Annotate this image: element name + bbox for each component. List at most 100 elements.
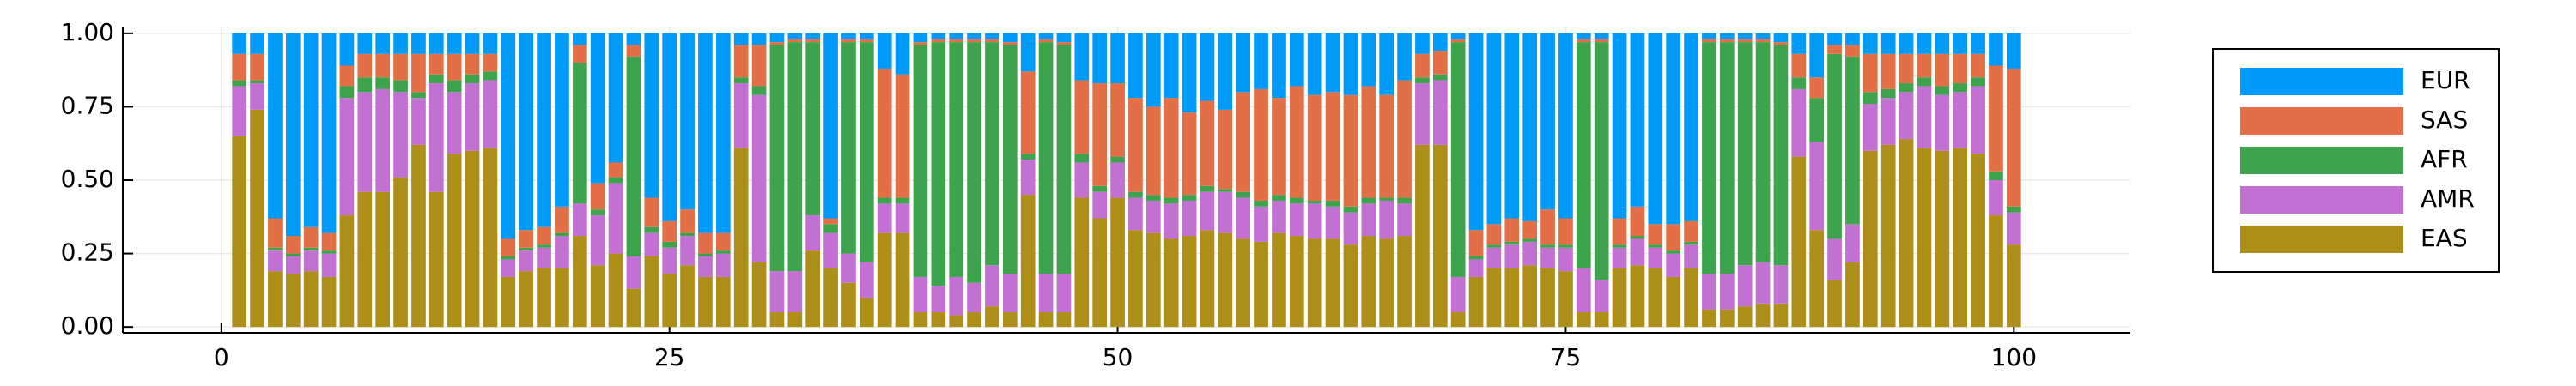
bar-segment	[733, 45, 749, 78]
bar-segment	[1128, 230, 1143, 328]
bar-segment	[1289, 86, 1304, 198]
bar-segment	[931, 39, 946, 43]
bar-segment	[250, 33, 264, 54]
bar-segment	[250, 80, 264, 84]
bar-segment	[1880, 33, 1896, 54]
bar-segment	[859, 42, 874, 262]
bar-segment	[1056, 42, 1072, 45]
bar-segment	[1038, 33, 1054, 39]
bar-segment	[1163, 238, 1179, 328]
bar-segment	[1038, 42, 1054, 274]
bar-segment	[1343, 212, 1358, 245]
bar-segment	[805, 215, 821, 251]
bar-segment	[769, 45, 785, 272]
bar-segment	[1468, 276, 1484, 328]
bar-segment	[1056, 274, 1072, 313]
bar-segment	[698, 253, 713, 256]
bar-segment	[895, 232, 910, 328]
bar-segment	[1486, 247, 1502, 268]
legend-label: EUR	[2421, 66, 2470, 94]
bar-segment	[1325, 33, 1340, 93]
bar-segment	[1558, 33, 1573, 219]
bar-segment	[465, 53, 480, 75]
bar-segment	[1576, 42, 1591, 268]
bar-segment	[268, 218, 283, 248]
bar-segment	[232, 53, 247, 81]
bar-segment	[895, 33, 910, 75]
bar-segment	[1163, 33, 1179, 99]
bar-segment	[1325, 200, 1340, 207]
bar-segment	[1684, 220, 1698, 242]
bar-segment	[1630, 33, 1645, 207]
bar-segment	[1666, 276, 1681, 328]
bar-segment	[1504, 244, 1520, 268]
bar-segment	[1432, 74, 1448, 81]
bar-segment	[733, 148, 749, 328]
bar-segment	[1182, 200, 1197, 237]
bar-segment	[1074, 33, 1090, 81]
bar-segment	[751, 262, 767, 328]
bar-segment	[1630, 238, 1645, 266]
bar-segment	[1773, 45, 1789, 266]
bar-segment	[1576, 39, 1591, 43]
bar-segment	[608, 177, 623, 184]
bar-segment	[859, 33, 874, 39]
bar-segment	[1182, 112, 1197, 196]
bar-segment	[1128, 191, 1143, 198]
legend-label: AFR	[2421, 145, 2468, 173]
bar-segment	[1343, 244, 1358, 328]
bar-segment	[375, 77, 391, 89]
bar-segment	[1379, 200, 1394, 239]
bar-segment	[411, 53, 426, 93]
bar-segment	[1755, 39, 1771, 43]
bar-segment	[339, 33, 355, 66]
bar-segment	[321, 250, 337, 254]
bar-segment	[1504, 33, 1520, 219]
bar-segment	[1899, 33, 1914, 54]
bar-segment	[1558, 247, 1573, 272]
bar-segment	[1415, 53, 1430, 78]
bar-segment	[268, 33, 283, 219]
bar-segment	[931, 286, 946, 313]
legend-swatch	[2240, 107, 2403, 135]
bar-segment	[1145, 195, 1161, 201]
bar-segment	[1486, 224, 1502, 245]
bar-segment	[1307, 238, 1322, 328]
bar-segment	[698, 33, 713, 233]
bar-segment	[519, 247, 534, 251]
bar-segment	[1289, 33, 1304, 87]
bar-segment	[698, 232, 713, 254]
bar-segment	[285, 236, 301, 254]
bar-segment	[841, 33, 856, 39]
bar-segment	[1218, 189, 1233, 192]
bar-segment	[285, 33, 301, 237]
bar-segment	[1236, 197, 1251, 239]
bar-segment	[823, 268, 838, 328]
bar-segment	[1110, 83, 1125, 157]
bar-segment	[572, 33, 587, 45]
bar-segment	[913, 45, 928, 277]
bar-segment	[1899, 83, 1914, 93]
bar-segment	[1110, 33, 1125, 84]
bar-segment	[787, 42, 803, 272]
bar-segment	[1110, 156, 1125, 163]
bar-segment	[1594, 39, 1609, 43]
bar-segment	[1899, 92, 1914, 140]
bar-segment	[1845, 224, 1860, 262]
bar-segment	[931, 42, 946, 286]
bar-segment	[1845, 57, 1860, 225]
bar-segment	[501, 238, 516, 256]
bar-segment	[250, 109, 264, 328]
bar-segment	[1702, 42, 1716, 274]
bar-segment	[590, 183, 605, 210]
bar-segment	[985, 265, 999, 307]
bar-segment	[1074, 162, 1090, 198]
bar-segment	[555, 33, 569, 207]
bar-segment	[1002, 274, 1018, 313]
bar-segment	[1791, 53, 1807, 78]
bar-segment	[1145, 200, 1161, 233]
bar-segment	[841, 253, 856, 283]
bar-segment	[321, 33, 337, 233]
bar-segment	[590, 33, 605, 184]
bar-segment	[680, 232, 695, 237]
